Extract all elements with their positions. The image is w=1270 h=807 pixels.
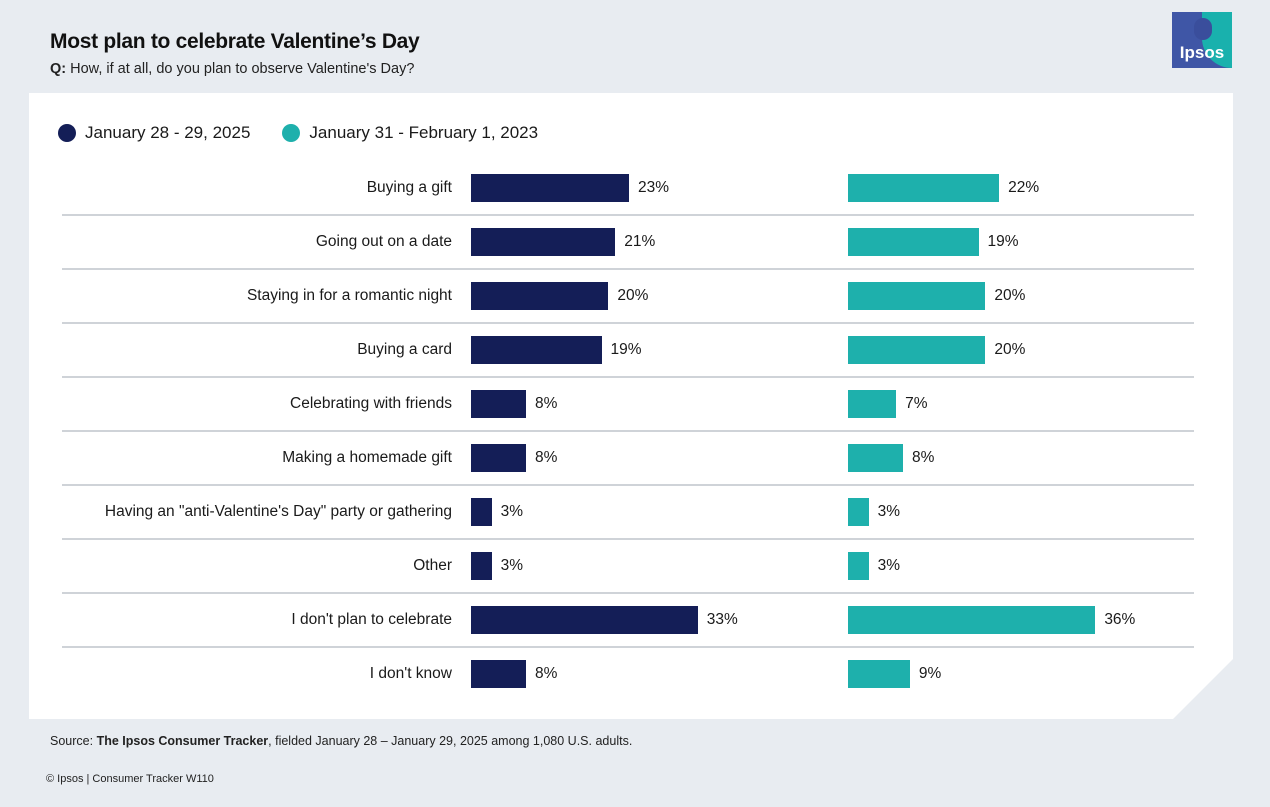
value-label-2025: 20% (617, 287, 649, 304)
legend-label-2025: January 28 - 29, 2025 (85, 123, 251, 142)
row-divider (62, 484, 1194, 486)
bar-2023 (848, 498, 869, 526)
category-label: I don't know (369, 665, 452, 682)
chart-row: Other 3% 3% (62, 539, 1194, 594)
value-label-2025: 21% (624, 233, 656, 250)
question-prefix: Q: (50, 61, 67, 77)
value-label-2023: 36% (1104, 611, 1136, 628)
category-label: Buying a card (357, 341, 452, 358)
category-label: Staying in for a romantic night (246, 287, 452, 304)
value-label-2025: 3% (500, 557, 524, 574)
value-label-2025: 19% (610, 341, 642, 358)
source-name: The Ipsos Consumer Tracker (96, 734, 269, 748)
row-divider (62, 268, 1194, 270)
logo-mark-icon (1194, 18, 1212, 40)
chart-row: Buying a gift 23% 22% (62, 161, 1194, 216)
chart-row: Staying in for a romantic night 20% 20% (62, 269, 1194, 324)
bar-2025 (471, 174, 629, 202)
chart-row: I don't know 8% 9% (62, 647, 1194, 701)
value-label-2023: 22% (1008, 179, 1040, 196)
question-text: Q: How, if at all, do you plan to observ… (50, 61, 414, 77)
value-label-2023: 7% (905, 395, 928, 412)
chart-legend: January 28 - 29, 2025 January 31 - Febru… (58, 122, 570, 144)
source-note: Source: The Ipsos Consumer Tracker, fiel… (50, 734, 632, 748)
question-body: How, if at all, do you plan to observe V… (66, 61, 415, 77)
bar-2025 (471, 444, 526, 472)
row-divider (62, 322, 1194, 324)
ipsos-logo: Ipsos (1172, 12, 1232, 68)
logo-text: Ipsos (1179, 43, 1225, 62)
chart-row: Celebrating with friends 8% 7% (62, 377, 1194, 432)
value-label-2023: 8% (911, 449, 935, 466)
legend-dot-2023 (282, 124, 301, 142)
value-label-2023: 3% (877, 557, 901, 574)
category-label: Making a homemade gift (282, 449, 452, 466)
bar-2025 (471, 660, 526, 688)
value-label-2023: 3% (877, 503, 901, 520)
bar-2023 (848, 660, 910, 688)
value-label-2025: 8% (534, 449, 558, 466)
chart-row: I don't plan to celebrate 33% 36% (62, 593, 1194, 648)
value-label-2025: 23% (638, 179, 670, 196)
category-label: Going out on a date (315, 233, 452, 250)
legend-dot-2025 (58, 124, 76, 142)
bar-2023 (848, 174, 1000, 202)
bar-2023 (848, 606, 1096, 634)
bar-2025 (471, 552, 492, 580)
bar-2025 (471, 390, 526, 418)
value-label-2023: 19% (987, 233, 1019, 250)
row-divider (62, 646, 1194, 648)
chart-row: Buying a card 19% 20% (62, 323, 1194, 378)
row-divider (62, 430, 1194, 432)
row-divider (62, 538, 1194, 540)
category-label: Having an "anti-Valentine's Day" party o… (104, 503, 452, 520)
legend-label-2023: January 31 - February 1, 2023 (309, 123, 539, 142)
value-label-2023: 20% (994, 287, 1026, 304)
category-label: Buying a gift (366, 179, 452, 196)
value-label-2023: 20% (994, 341, 1026, 358)
chart-row: Having an "anti-Valentine's Day" party o… (62, 485, 1194, 540)
legend-item-2025: January 28 - 29, 2025 (58, 123, 250, 143)
chart-title: Most plan to celebrate Valentine’s Day (50, 30, 420, 53)
category-label: I don't plan to celebrate (291, 611, 452, 628)
bar-2023 (848, 552, 869, 580)
value-label-2025: 33% (706, 611, 738, 628)
bar-2025 (471, 282, 609, 310)
bar-2023 (848, 282, 986, 310)
row-divider (62, 214, 1194, 216)
bar-2023 (848, 390, 897, 418)
value-label-2023: 9% (918, 665, 942, 682)
chart-row: Making a homemade gift 8% 8% (62, 431, 1194, 486)
bar-2025 (471, 228, 616, 256)
value-label-2025: 8% (534, 665, 558, 682)
row-divider (62, 376, 1194, 378)
category-label: Other (413, 557, 452, 574)
bar-2025 (471, 606, 698, 634)
bar-2023 (848, 444, 903, 472)
bar-2025 (471, 336, 602, 364)
value-label-2025: 3% (500, 503, 524, 520)
source-details: , fielded January 28 – January 29, 2025 … (268, 734, 633, 748)
chart-row: Going out on a date 21% 19% (62, 215, 1194, 270)
category-label: Celebrating with friends (290, 395, 452, 412)
source-prefix: Source: (50, 734, 97, 748)
legend-item-2023: January 31 - February 1, 2023 (282, 123, 538, 143)
value-label-2025: 8% (534, 395, 558, 412)
bar-2023 (848, 228, 979, 256)
bar-2025 (471, 498, 492, 526)
bar-2023 (848, 336, 986, 364)
copyright: © Ipsos | Consumer Tracker W110 (46, 773, 214, 785)
row-divider (62, 592, 1194, 594)
